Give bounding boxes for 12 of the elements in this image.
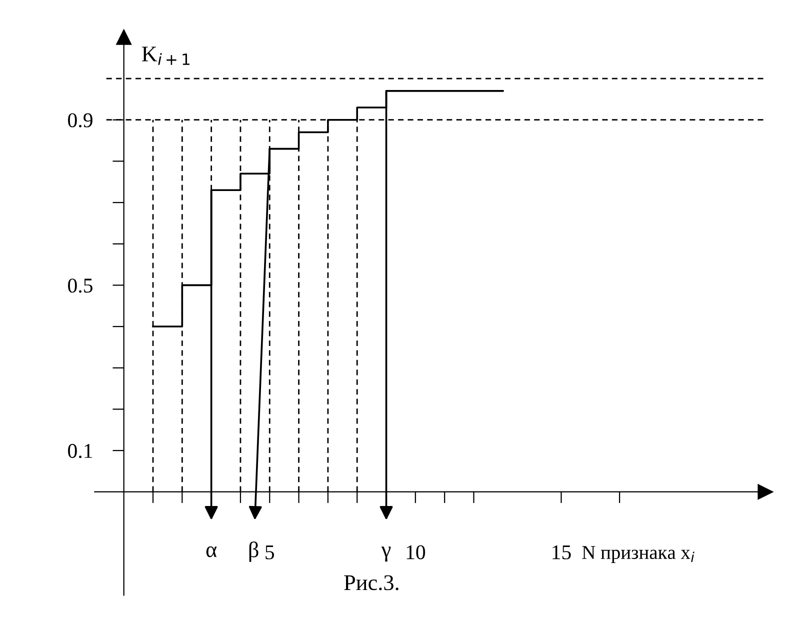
x-tick-label: 15 <box>552 545 571 560</box>
x-tick-label: 5 <box>266 545 274 560</box>
annotation: α <box>206 546 217 558</box>
annotation: β <box>249 541 258 562</box>
x-tick-label: 10 <box>406 545 426 560</box>
annotation: Рис.3. <box>344 575 398 590</box>
y-tick-label: 0.5 <box>68 278 92 293</box>
annotation: γ <box>381 546 391 562</box>
y-axis-title: K$_{i+1}$ <box>142 46 190 65</box>
y-tick-label: 0.9 <box>68 113 92 128</box>
y-tick-label: 0.1 <box>68 444 92 458</box>
x-axis-title: N признака x$_{i}$ <box>582 546 694 563</box>
